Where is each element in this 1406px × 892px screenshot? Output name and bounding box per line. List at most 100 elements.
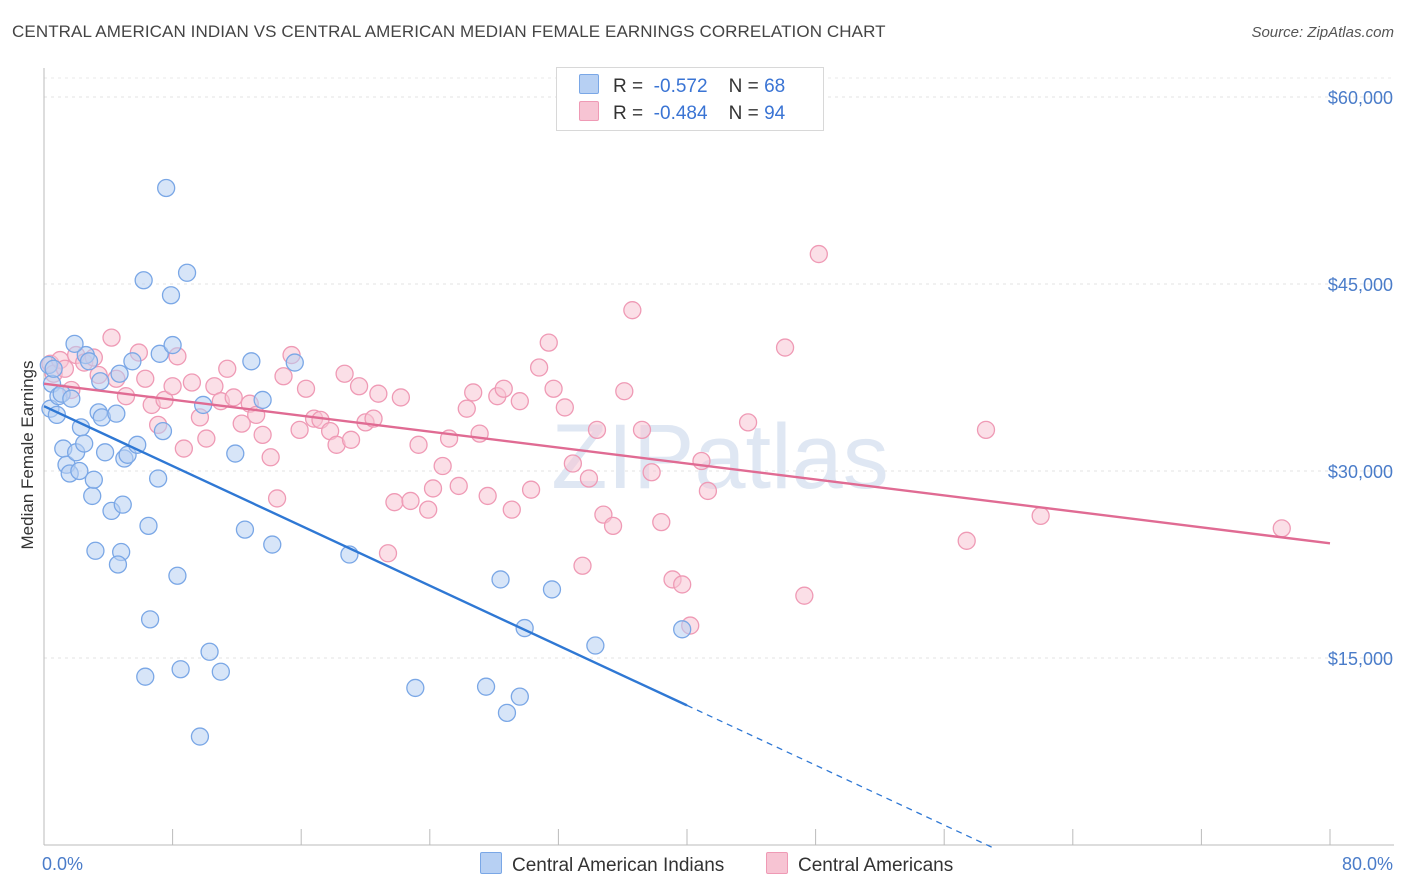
data-point (263, 535, 282, 554)
data-point (419, 500, 438, 519)
data-point (108, 555, 128, 574)
data-point (290, 420, 309, 440)
data-point (95, 443, 115, 462)
data-point (1031, 506, 1050, 526)
y-tick-label: $15,000 (1328, 649, 1393, 669)
data-point (174, 439, 194, 458)
data-point (738, 413, 758, 432)
data-point (197, 429, 216, 448)
x-tick-labels: 0.0% 80.0% (42, 854, 1393, 874)
y-tick-labels: $15,000 $30,000 $45,000 $60,000 (1328, 88, 1393, 669)
bottom-legend-pink: Central Americans (766, 852, 953, 877)
data-point (79, 352, 99, 371)
data-point (190, 727, 210, 746)
legend-swatch-pink (579, 101, 599, 121)
data-point (510, 392, 529, 411)
data-point (134, 271, 153, 290)
data-point (168, 566, 187, 585)
data-point (75, 434, 94, 453)
data-point (218, 359, 237, 378)
data-point (150, 344, 169, 363)
data-point (91, 372, 110, 391)
data-point (391, 388, 411, 407)
trend-line-blue (43, 405, 688, 707)
data-point (642, 463, 661, 482)
y-axis-title: Median Female Earnings (18, 361, 37, 550)
data-point (385, 493, 404, 512)
data-point (274, 367, 293, 386)
data-point (464, 383, 483, 402)
y-tick-label: $30,000 (1328, 462, 1393, 482)
chart-title: CENTRAL AMERICAN INDIAN VS CENTRAL AMERI… (12, 22, 886, 41)
data-point (226, 444, 245, 463)
legend-n-value: 94 (764, 103, 786, 124)
data-point (285, 353, 304, 372)
data-point (423, 479, 443, 498)
data-point (476, 677, 496, 696)
data-point (65, 334, 84, 353)
data-point (555, 398, 574, 417)
data-point (148, 469, 168, 488)
data-point (976, 420, 996, 440)
data-point (86, 541, 105, 560)
data-point (62, 389, 81, 408)
bottom-legend-swatch-pink (766, 852, 788, 874)
data-point (478, 486, 497, 506)
data-point (603, 516, 623, 536)
data-point (123, 352, 142, 371)
data-point (163, 377, 182, 396)
data-point (542, 580, 562, 599)
legend-r-value: -0.484 (653, 103, 708, 124)
data-point (795, 586, 814, 605)
axes (43, 68, 1394, 846)
data-point (673, 620, 692, 639)
data-point (544, 379, 563, 398)
data-point (586, 636, 605, 655)
data-point (457, 399, 476, 418)
y-tick-label: $60,000 (1328, 88, 1393, 108)
data-point (632, 420, 652, 440)
data-point (83, 486, 102, 506)
data-point (579, 469, 599, 488)
bottom-legend-swatch-blue (480, 852, 502, 874)
legend-row-blue: R = -0.572 N = 68 (579, 74, 785, 100)
data-point (70, 461, 89, 481)
data-point (809, 244, 828, 264)
data-point (177, 263, 197, 282)
series-central-american-indians (39, 178, 692, 746)
data-point (110, 364, 129, 383)
legend-n-label: N = (728, 76, 759, 97)
trend-line-pink (43, 382, 1331, 545)
y-tick-label: $45,000 (1328, 275, 1393, 295)
data-point (224, 388, 243, 407)
trend-lines (43, 382, 1331, 849)
data-point (235, 520, 255, 539)
data-point (341, 430, 361, 449)
data-point (510, 687, 529, 706)
data-point (136, 369, 155, 388)
data-point (44, 359, 63, 378)
data-point (491, 570, 510, 589)
legend-n-value: 68 (764, 76, 786, 97)
data-point (140, 610, 160, 629)
data-point (673, 575, 692, 594)
data-point (623, 301, 642, 320)
data-point (182, 373, 202, 392)
data-point (200, 642, 219, 661)
data-point (1272, 519, 1291, 538)
data-point (378, 544, 398, 563)
data-point (163, 335, 182, 355)
data-point (211, 662, 230, 681)
data-point (573, 556, 592, 575)
data-point (563, 454, 583, 473)
data-point (349, 377, 369, 396)
data-point (136, 667, 155, 686)
data-point (587, 420, 607, 440)
data-point (775, 338, 795, 357)
trend-line-blue-extension (686, 704, 993, 849)
data-point (102, 328, 121, 347)
data-point (449, 476, 468, 496)
data-point (242, 352, 261, 371)
correlation-legend: R = -0.572 N = 68 R = -0.484 N = 94 (556, 67, 824, 131)
